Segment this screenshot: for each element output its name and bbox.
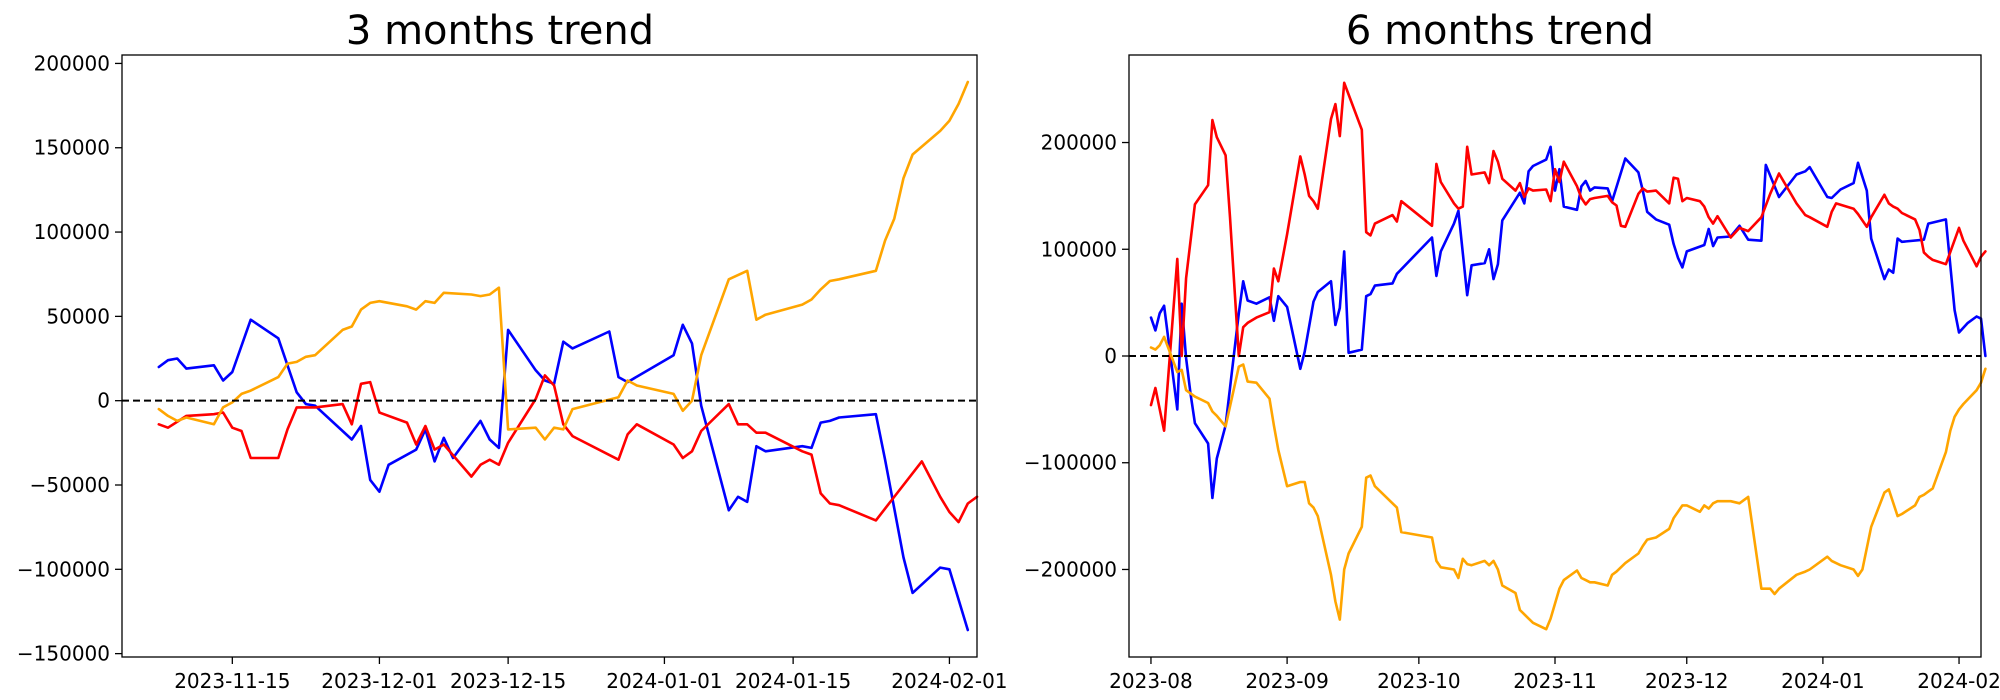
- y-tick-label: 200000: [1041, 131, 1117, 155]
- x-tick-label: 2023-11: [1513, 669, 1597, 693]
- x-tick-label: 2024-01-01: [606, 669, 722, 693]
- y-tick-label: 0: [1104, 344, 1117, 368]
- x-tick-label: 2023-09: [1245, 669, 1329, 693]
- y-tick-label: 150000: [34, 136, 110, 160]
- x-tick-label: 2023-10: [1377, 669, 1461, 693]
- x-tick-label: 2023-12-01: [321, 669, 437, 693]
- y-tick-label: 100000: [1041, 237, 1117, 261]
- chart-title: 3 months trend: [345, 8, 655, 54]
- y-tick-label: −100000: [1024, 451, 1117, 475]
- x-tick-label: 2023-11-15: [174, 669, 290, 693]
- y-tick-label: −150000: [17, 642, 110, 666]
- chart-panel-3-months: 3 months trend −150000 −100000 −50000 0 5000…: [17, 8, 1008, 693]
- x-tick-label: 2024-01-15: [735, 669, 851, 693]
- series-line-3: [1149, 335, 1987, 631]
- y-tick-label: −50000: [30, 473, 110, 497]
- x-tick-label: 2023-08: [1109, 669, 1193, 693]
- x-tick-label: 2023-12: [1645, 669, 1729, 693]
- series-line-2: [157, 374, 979, 524]
- x-tick-label: 2024-02-01: [891, 669, 1007, 693]
- chart-title: 6 months trend: [1345, 8, 1655, 54]
- chart-6-months-svg: −200000 −100000 0 100000 200000 2023-08 2023-0…: [1024, 54, 2000, 693]
- series-line-3: [157, 80, 970, 441]
- y-tick-label: 50000: [46, 304, 110, 328]
- series-line-1: [157, 318, 970, 632]
- chart-3-months-svg: −150000 −100000 −50000 0 50000 100000 150000 20…: [17, 51, 1008, 693]
- y-tick-label: −200000: [1024, 557, 1117, 581]
- y-tick-label: −100000: [17, 557, 110, 581]
- y-tick-label: 100000: [34, 220, 110, 244]
- chart-panel-6-months: 6 months trend −200000 −100000 0 100000 2000…: [1000, 0, 2000, 700]
- y-tick-label: 0: [97, 389, 110, 413]
- x-tick-label: 2024-01: [1781, 669, 1865, 693]
- series-line-1: [1149, 145, 1987, 500]
- series-line-2: [1149, 81, 1987, 433]
- plot-frame: [121, 54, 978, 658]
- x-tick-label: 2024-02: [1917, 669, 2000, 693]
- x-tick-label: 2023-12-15: [450, 669, 566, 693]
- y-tick-label: 200000: [34, 51, 110, 75]
